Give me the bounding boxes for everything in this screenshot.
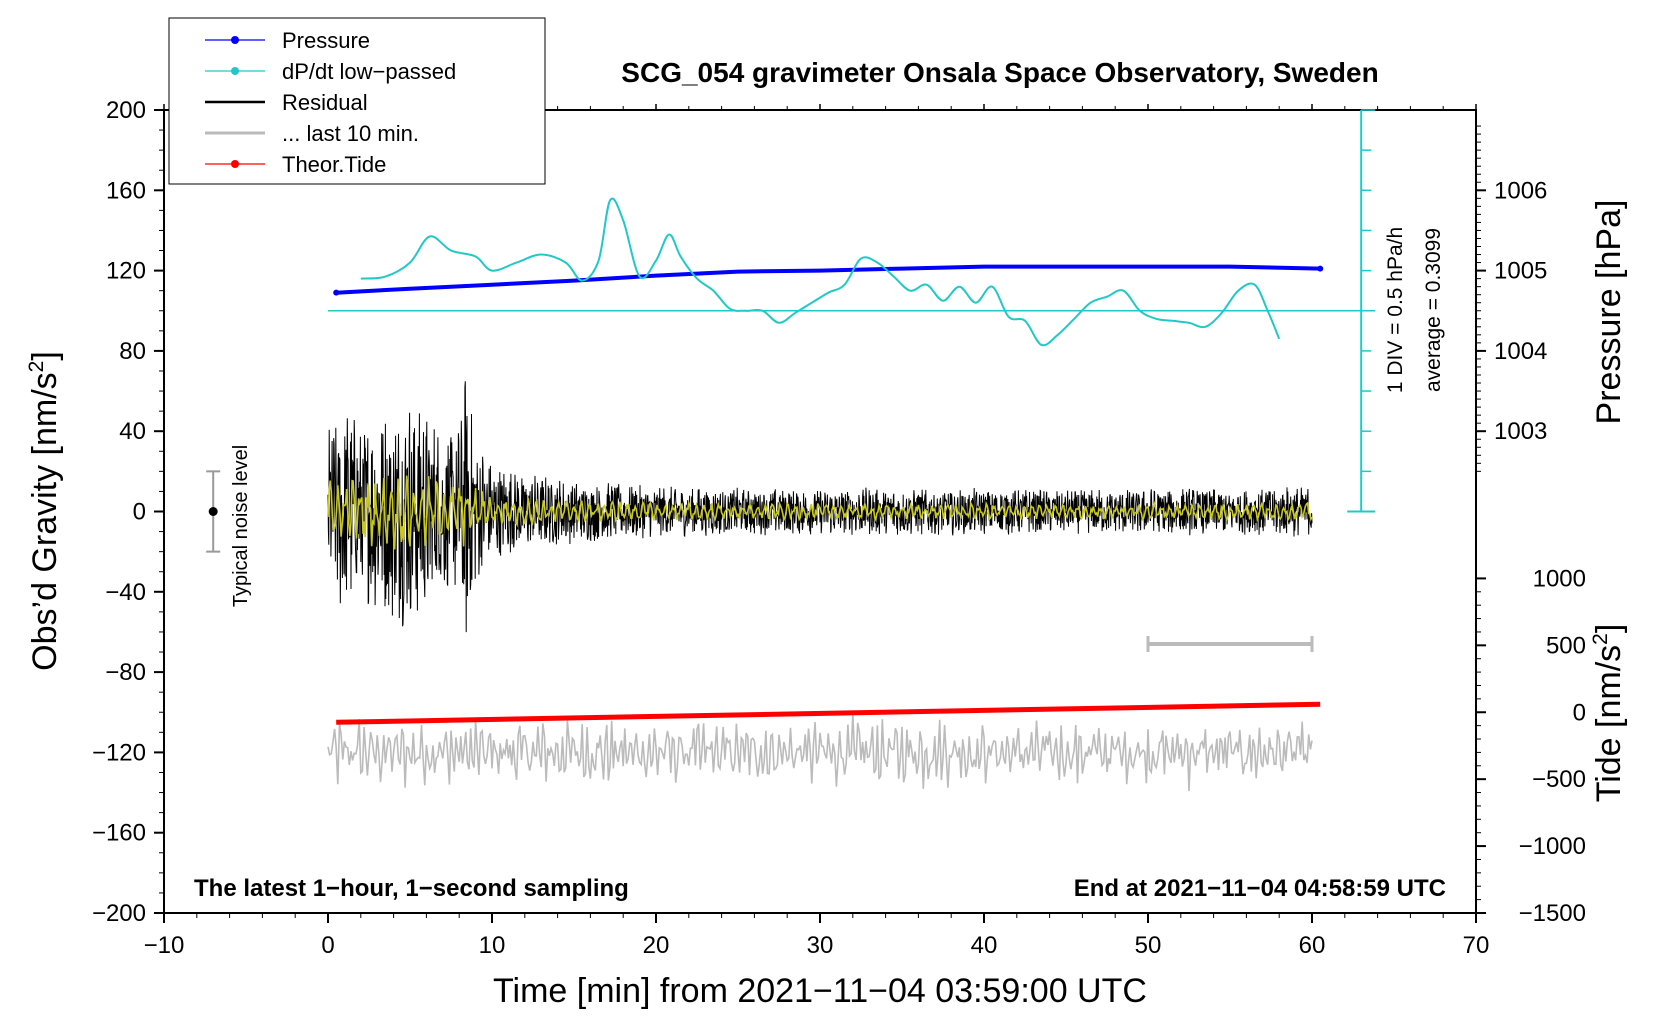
y-axis-label-left: Obs’d Gravity [nm/s2] (25, 351, 64, 671)
y-axis-label-tide: Tide [nm/s2] (1589, 624, 1628, 803)
y-tick-label: 80 (119, 338, 146, 365)
pressure-end-point (1317, 265, 1324, 272)
theor-tide-series (336, 701, 1321, 725)
x-axis-ticks: −10 0 10 20 30 40 50 60 70 (144, 104, 1490, 959)
dpdt-scale-label: 1 DIV = 0.5 hPa/h (1384, 227, 1407, 393)
dp-dt-low-passed-series (360, 197, 1281, 347)
residual-smoothed-series (327, 475, 1313, 550)
dpdt-average-label: average = 0.3099 (1422, 228, 1445, 392)
tide-tick-label: −1500 (1519, 900, 1586, 927)
pressure-tick-label: 1003 (1494, 418, 1547, 445)
tide-tick-label: 500 (1546, 632, 1586, 659)
legend-label-last-10-min: ... last 10 min. (282, 121, 419, 146)
x-tick-label: 10 (479, 932, 506, 959)
y-axis-label-pressure: Pressure [hPa] (1590, 200, 1628, 425)
noise-level-indicator (206, 470, 221, 553)
y-tick-label: 120 (106, 258, 146, 285)
chart-title: SCG_054 gravimeter Onsala Space Observat… (621, 57, 1378, 88)
y-tick-label: −80 (105, 659, 146, 686)
dpdt-scale-axis (328, 109, 1376, 513)
pressure-axis-ticks: 1003 1004 1005 1006 (1476, 125, 1547, 472)
tide-axis-ticks: 1000 500 0 −500 −1000 −1500 (1476, 565, 1586, 927)
legend-marker-dp-dt-low-passed (231, 67, 239, 75)
series-layer (327, 197, 1324, 792)
legend-label-pressure: Pressure (282, 28, 370, 53)
legend: Pressure dP/dt low−passed Residual ... last… (168, 17, 546, 185)
pressure-start-point (333, 289, 340, 296)
y-tick-label: −40 (105, 579, 146, 606)
x-tick-label: −10 (144, 932, 185, 959)
last-10-min-series (327, 713, 1313, 792)
legend-marker-pressure (231, 36, 239, 44)
x-tick-label: 30 (807, 932, 834, 959)
x-tick-label: 50 (1135, 932, 1162, 959)
tide-tick-label: 0 (1573, 699, 1586, 726)
x-tick-label: 20 (643, 932, 670, 959)
noise-level-center (208, 507, 218, 516)
footer-right: End at 2021−11−04 04:58:59 UTC (1074, 875, 1446, 902)
pressure-tick-label: 1004 (1494, 338, 1547, 365)
footer-left: The latest 1−hour, 1−second sampling (194, 875, 629, 902)
pressure-tick-label: 1005 (1494, 258, 1547, 285)
legend-label-theor-tide: Theor.Tide (282, 152, 386, 177)
y-tick-label: −120 (92, 739, 146, 766)
x-tick-label: 0 (321, 932, 334, 959)
noise-level-label: Typical noise level (230, 445, 252, 607)
legend-label-residual: Residual (282, 90, 368, 115)
y-tick-label: 40 (119, 418, 146, 445)
y-tick-label: 160 (106, 177, 146, 204)
legend-label-dp-dt-low-passed: dP/dt low−passed (282, 59, 456, 84)
tide-tick-label: 1000 (1533, 565, 1586, 592)
y-tick-label: −200 (92, 900, 146, 927)
pressure-tick-label: 1006 (1494, 177, 1547, 204)
x-tick-label: 60 (1299, 932, 1326, 959)
pressure-series (336, 264, 1321, 295)
y-tick-label: 0 (133, 499, 146, 526)
x-tick-label: 70 (1463, 932, 1490, 959)
y-axis-ticks: 200 160 120 80 40 0 −40 −80 −120 −160 −200 (92, 97, 164, 927)
y-tick-label: 200 (106, 97, 146, 124)
y-tick-label: −160 (92, 820, 146, 847)
x-axis-label: Time [min] from 2021−11−04 03:59:00 UTC (493, 972, 1147, 1010)
tide-tick-label: −1000 (1519, 833, 1586, 860)
residual-series (327, 381, 1313, 633)
legend-marker-theor-tide (231, 160, 239, 168)
tide-tick-label: −500 (1532, 766, 1586, 793)
x-tick-label: 40 (971, 932, 998, 959)
